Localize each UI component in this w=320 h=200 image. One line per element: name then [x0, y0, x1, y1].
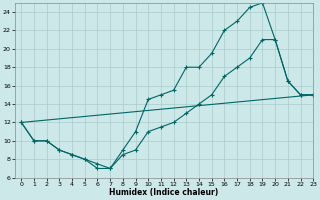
X-axis label: Humidex (Indice chaleur): Humidex (Indice chaleur)	[109, 188, 219, 197]
